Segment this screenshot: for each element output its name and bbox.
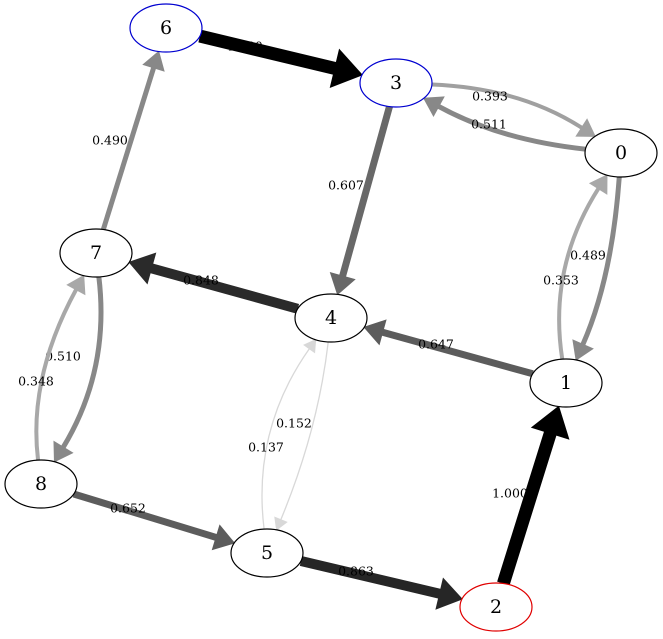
node-ellipse-4: [294, 293, 368, 343]
node-ellipse-2: [459, 582, 533, 632]
node-5: 5: [230, 528, 304, 578]
node-ellipse-3: [359, 58, 433, 108]
edge-weight-label-6-3: 1.000: [227, 39, 263, 54]
edges-layer: 1.000 0.393 0.511 0.607 0.489 0.353 0.647 0.848…: [18, 29, 622, 610]
edge-line-4-7: [150, 263, 300, 314]
node-label-5: 5: [261, 542, 273, 564]
edge-line-5-2: [299, 556, 441, 599]
node-ellipse-7: [59, 228, 133, 278]
edge-weight-label-5-4: 0.137: [248, 440, 284, 455]
edge-line-1-4: [381, 328, 534, 378]
edge-line-3-0: [431, 82, 583, 130]
edge-8-7: 0.348: [18, 274, 86, 461]
edge-line-1-0: [557, 187, 601, 360]
edge-arrowhead-3-4: [329, 272, 356, 296]
node-1: 1: [529, 358, 603, 408]
edge-arrowhead-5-4: [303, 338, 317, 354]
edge-line-8-5: [72, 490, 218, 541]
edge-weight-label-4-5: 0.152: [276, 416, 312, 431]
edge-7-8: 0.510: [45, 276, 104, 463]
node-label-4: 4: [325, 307, 337, 329]
node-ellipse-5: [230, 528, 304, 578]
edge-arrowhead-6-3: [329, 48, 363, 88]
edge-0-1: 0.489: [570, 176, 622, 361]
node-3: 3: [359, 58, 433, 108]
edge-arrowhead-1-4: [363, 319, 387, 346]
node-4: 4: [294, 293, 368, 343]
edge-arrowhead-4-5: [274, 516, 288, 531]
node-ellipse-0: [584, 128, 658, 178]
nodes-layer: 0 1 2 3 4 5 6 7 8: [4, 3, 658, 632]
node-label-3: 3: [390, 72, 402, 94]
edge-line-0-3: [437, 104, 586, 152]
edge-2-1: 1.000: [492, 405, 570, 586]
edge-weight-label-7-8: 0.510: [45, 349, 81, 364]
edge-arrowhead-3-0: [575, 118, 596, 137]
node-ellipse-6: [129, 3, 203, 53]
edge-weight-label-2-1: 1.000: [492, 486, 528, 501]
edge-arrowhead-8-5: [211, 524, 236, 551]
node-2: 2: [459, 582, 533, 632]
edge-0-3: 0.511: [422, 96, 586, 152]
edge-line-6-3: [198, 29, 337, 75]
node-ellipse-8: [4, 459, 78, 509]
edge-weight-label-0-3: 0.511: [471, 117, 507, 132]
edge-5-2: 0.863: [299, 556, 463, 610]
node-label-8: 8: [35, 473, 47, 495]
node-label-1: 1: [560, 372, 572, 394]
edge-arrowhead-0-1: [572, 339, 594, 361]
edge-weight-label-3-4: 0.607: [328, 178, 364, 193]
edge-weight-label-0-1: 0.489: [570, 248, 606, 263]
edge-arrowhead-4-7: [128, 252, 157, 285]
edge-line-7-6: [100, 66, 157, 231]
edge-arrowhead-5-2: [435, 577, 463, 610]
node-8: 8: [4, 459, 78, 509]
edge-6-3: 1.000: [198, 29, 363, 88]
edge-8-5: 0.652: [72, 490, 236, 551]
edge-1-4: 0.647: [363, 319, 534, 378]
edge-arrowhead-7-6: [142, 50, 165, 72]
node-label-0: 0: [615, 142, 627, 164]
edge-line-8-7: [34, 288, 78, 461]
node-label-2: 2: [490, 596, 502, 618]
node-label-7: 7: [90, 242, 102, 264]
edge-3-4: 0.607: [328, 105, 393, 296]
edge-line-5-4: [261, 348, 310, 530]
edge-weight-label-3-0: 0.393: [472, 89, 508, 104]
edge-line-3-4: [339, 105, 393, 278]
edge-line-2-1: [497, 431, 557, 586]
edge-arrowhead-2-1: [530, 405, 570, 440]
edge-arrowhead-8-7: [66, 274, 86, 296]
edge-line-7-8: [61, 276, 104, 449]
edge-arrowhead-1-0: [588, 174, 608, 195]
node-6: 6: [129, 3, 203, 53]
edge-7-6: 0.490: [92, 50, 165, 231]
edge-weight-label-1-0: 0.353: [543, 273, 579, 288]
node-7: 7: [59, 228, 133, 278]
edge-weight-label-1-4: 0.647: [418, 337, 454, 352]
node-0: 0: [584, 128, 658, 178]
edge-weight-label-7-6: 0.490: [92, 133, 128, 148]
edge-weight-label-8-5: 0.652: [110, 501, 146, 516]
edge-arrowhead-0-3: [422, 96, 445, 117]
edge-weight-label-4-7: 0.848: [183, 273, 219, 288]
node-label-6: 6: [160, 17, 172, 39]
edge-line-0-1: [580, 176, 622, 346]
edge-line-4-5: [280, 341, 329, 520]
edge-5-4: 0.137: [248, 338, 317, 530]
edge-arrowhead-7-8: [53, 440, 74, 463]
edge-1-0: 0.353: [543, 174, 608, 360]
edge-weight-label-8-7: 0.348: [18, 374, 54, 389]
edge-3-0: 0.393: [431, 82, 596, 137]
edge-weight-label-5-2: 0.863: [338, 564, 374, 579]
edge-4-5: 0.152: [274, 341, 329, 531]
node-ellipse-1: [529, 358, 603, 408]
edge-4-7: 0.848: [128, 252, 300, 314]
